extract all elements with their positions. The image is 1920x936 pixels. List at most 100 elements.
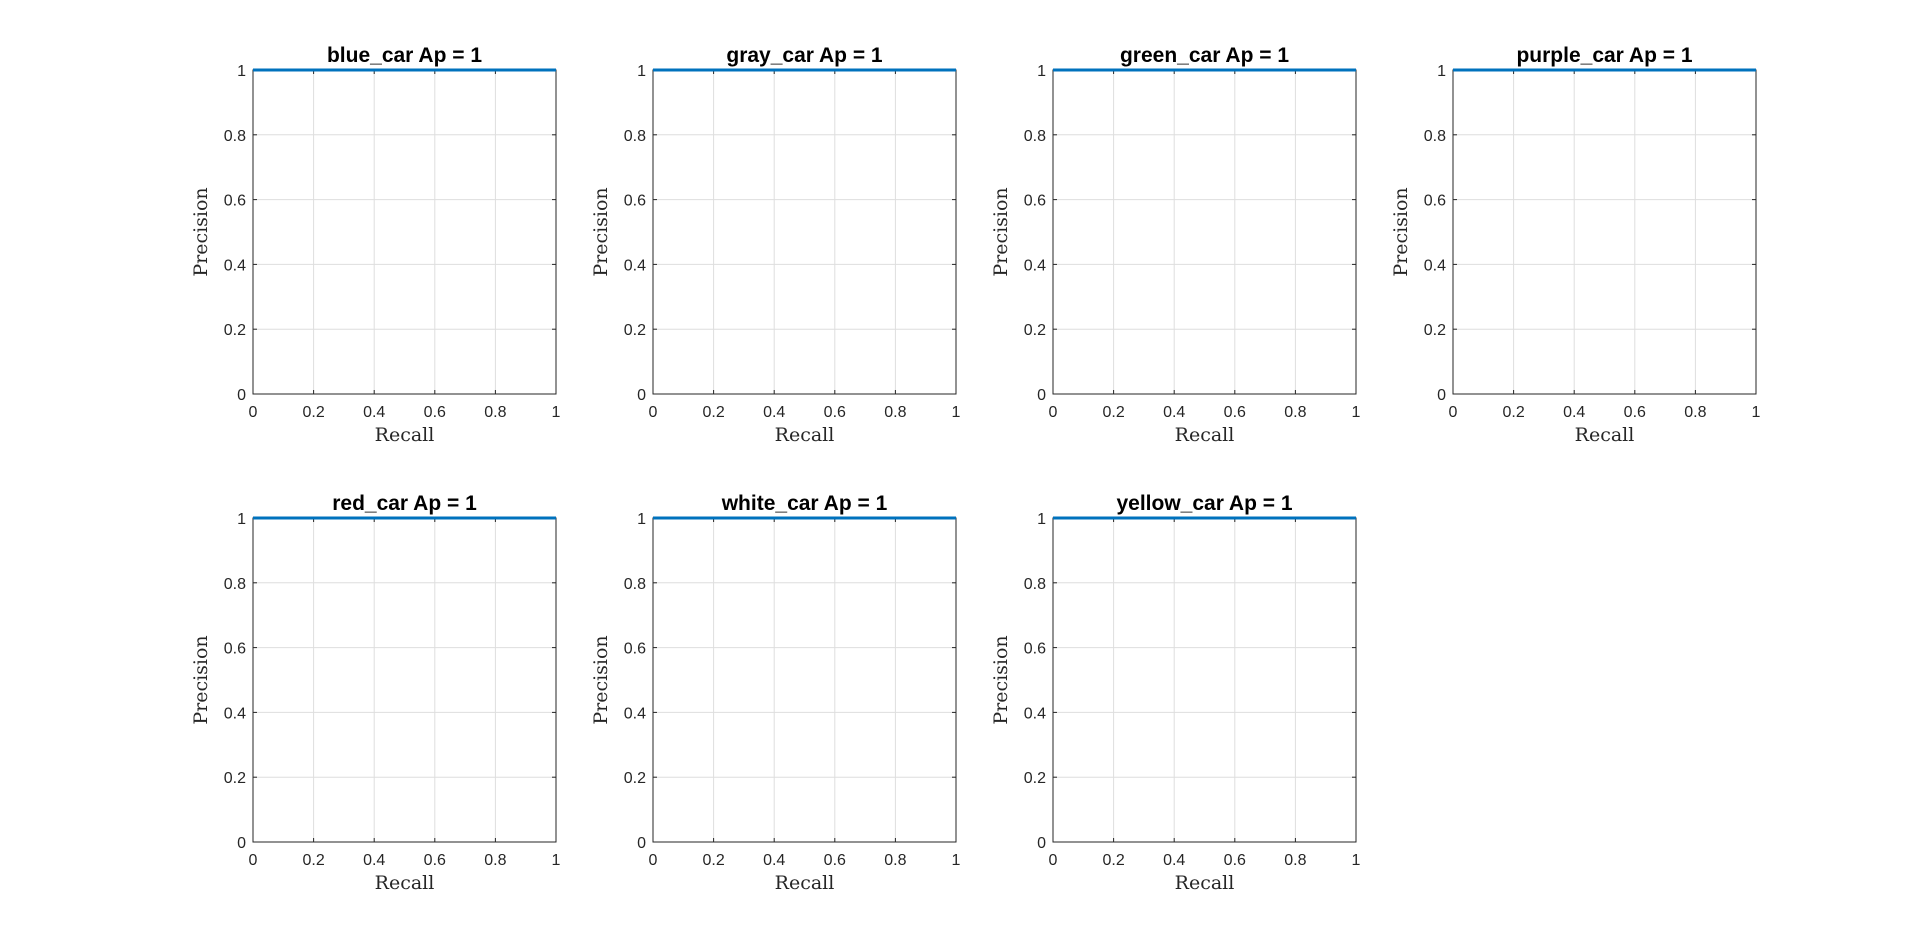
- x-tick-label: 1: [1352, 852, 1361, 869]
- x-tick-label: 0.4: [1163, 852, 1185, 869]
- y-tick-label: 0.8: [624, 128, 646, 145]
- x-tick-label: 0.8: [484, 404, 506, 421]
- y-tick-label: 1: [1037, 511, 1046, 528]
- axes-box: [1452, 69, 1757, 395]
- y-tick-label: 0: [237, 835, 246, 852]
- x-axis-label: Recall: [375, 872, 435, 894]
- x-tick-label: 0.2: [302, 404, 324, 421]
- y-axis-label: Precision: [1390, 187, 1412, 276]
- y-axis-label: Precision: [990, 187, 1012, 276]
- y-tick-label: 0.4: [1424, 257, 1446, 274]
- y-tick-label: 0.2: [224, 770, 246, 787]
- y-tick-label: 0.6: [624, 641, 646, 658]
- chart-panel-7: 0 0.2 0.4 0.6 0.8 1 0 0.2 0.4 0.6 0.8 1 yellow_car A…: [990, 492, 1361, 894]
- chart-title: blue_car Ap = 1: [327, 44, 482, 67]
- x-tick-label: 0.4: [1563, 404, 1585, 421]
- x-axis-label: Recall: [1175, 872, 1235, 894]
- y-tick-label: 1: [1037, 63, 1046, 80]
- x-tick-label: 0: [1449, 404, 1458, 421]
- y-tick-label: 0.8: [1024, 576, 1046, 593]
- y-tick-label: 0.4: [1024, 705, 1046, 722]
- x-axis-label: Recall: [775, 872, 835, 894]
- x-tick-label: 0.6: [824, 404, 846, 421]
- x-axis-label: Recall: [1175, 424, 1235, 446]
- x-tick-label: 0: [249, 852, 258, 869]
- x-tick-label: 0.4: [1163, 404, 1185, 421]
- x-tick-label: 0.6: [424, 404, 446, 421]
- y-tick-label: 0.2: [1024, 322, 1046, 339]
- x-tick-label: 0: [649, 404, 658, 421]
- chart-panel-6: 0 0.2 0.4 0.6 0.8 1 0 0.2 0.4 0.6 0.8 1 white_car Ap…: [590, 492, 961, 894]
- x-tick-label: 0.2: [702, 404, 724, 421]
- y-tick-label: 0: [1037, 387, 1046, 404]
- x-tick-label: 0.8: [884, 404, 906, 421]
- y-tick-label: 0.4: [224, 257, 246, 274]
- y-tick-label: 0.6: [224, 641, 246, 658]
- x-axis-label: Recall: [775, 424, 835, 446]
- y-tick-label: 0.8: [624, 576, 646, 593]
- chart-panel-1: 0 0.2 0.4 0.6 0.8 1 0 0.2 0.4 0.6 0.8 1 blue_car Ap …: [190, 44, 561, 446]
- y-tick-label: 0.2: [624, 770, 646, 787]
- chart-panel-5: 0 0.2 0.4 0.6 0.8 1 0 0.2 0.4 0.6 0.8 1 red_car Ap =…: [190, 492, 561, 894]
- x-axis-label: Recall: [375, 424, 435, 446]
- y-tick-label: 1: [637, 63, 646, 80]
- y-tick-label: 1: [637, 511, 646, 528]
- y-tick-label: 0: [1437, 387, 1446, 404]
- y-tick-label: 0.2: [1424, 322, 1446, 339]
- axes-box: [652, 517, 957, 843]
- chart-title: purple_car Ap = 1: [1516, 44, 1692, 67]
- y-tick-label: 0.6: [1424, 193, 1446, 210]
- y-tick-label: 0.6: [1024, 641, 1046, 658]
- x-tick-label: 0.4: [763, 852, 785, 869]
- y-tick-label: 0.2: [1024, 770, 1046, 787]
- x-tick-label: 0.8: [1284, 852, 1306, 869]
- x-tick-label: 1: [952, 404, 961, 421]
- x-tick-label: 0.2: [1102, 404, 1124, 421]
- x-tick-label: 0.6: [424, 852, 446, 869]
- chart-panel-3: 0 0.2 0.4 0.6 0.8 1 0 0.2 0.4 0.6 0.8 1 green_car Ap…: [990, 44, 1361, 446]
- x-tick-label: 0.2: [1102, 852, 1124, 869]
- x-tick-label: 0.2: [1502, 404, 1524, 421]
- y-tick-label: 0.8: [224, 128, 246, 145]
- y-tick-label: 0: [1037, 835, 1046, 852]
- x-tick-label: 0.2: [702, 852, 724, 869]
- x-tick-label: 0.4: [363, 404, 385, 421]
- x-tick-label: 1: [552, 852, 561, 869]
- x-tick-label: 0.8: [484, 852, 506, 869]
- y-tick-label: 0.6: [224, 193, 246, 210]
- axes-box: [252, 69, 557, 395]
- x-tick-label: 1: [1752, 404, 1761, 421]
- y-tick-label: 1: [237, 511, 246, 528]
- chart-title: white_car Ap = 1: [721, 492, 888, 515]
- y-tick-label: 0.8: [1424, 128, 1446, 145]
- x-tick-label: 0.8: [884, 852, 906, 869]
- y-axis-label: Precision: [990, 635, 1012, 724]
- x-tick-label: 0: [649, 852, 658, 869]
- y-tick-label: 0.4: [1024, 257, 1046, 274]
- x-tick-label: 0.4: [363, 852, 385, 869]
- x-tick-label: 0: [249, 404, 258, 421]
- x-tick-label: 0.2: [302, 852, 324, 869]
- chart-title: red_car Ap = 1: [332, 492, 477, 515]
- y-axis-label: Precision: [190, 635, 212, 724]
- y-tick-label: 0.6: [624, 193, 646, 210]
- axes-box: [252, 517, 557, 843]
- y-tick-label: 0.2: [624, 322, 646, 339]
- y-tick-label: 0.4: [224, 705, 246, 722]
- x-tick-label: 0.6: [1624, 404, 1646, 421]
- y-tick-label: 0.4: [624, 705, 646, 722]
- axes-box: [1052, 69, 1357, 395]
- y-tick-label: 0.6: [1024, 193, 1046, 210]
- y-tick-label: 0: [237, 387, 246, 404]
- y-axis-label: Precision: [590, 635, 612, 724]
- y-axis-label: Precision: [190, 187, 212, 276]
- x-tick-label: 1: [952, 852, 961, 869]
- chart-title: green_car Ap = 1: [1120, 44, 1289, 67]
- y-tick-label: 0.8: [1024, 128, 1046, 145]
- x-tick-label: 0.8: [1284, 404, 1306, 421]
- y-tick-label: 0: [637, 387, 646, 404]
- y-tick-label: 1: [1437, 63, 1446, 80]
- x-tick-label: 0.8: [1684, 404, 1706, 421]
- axes-box: [1052, 517, 1357, 843]
